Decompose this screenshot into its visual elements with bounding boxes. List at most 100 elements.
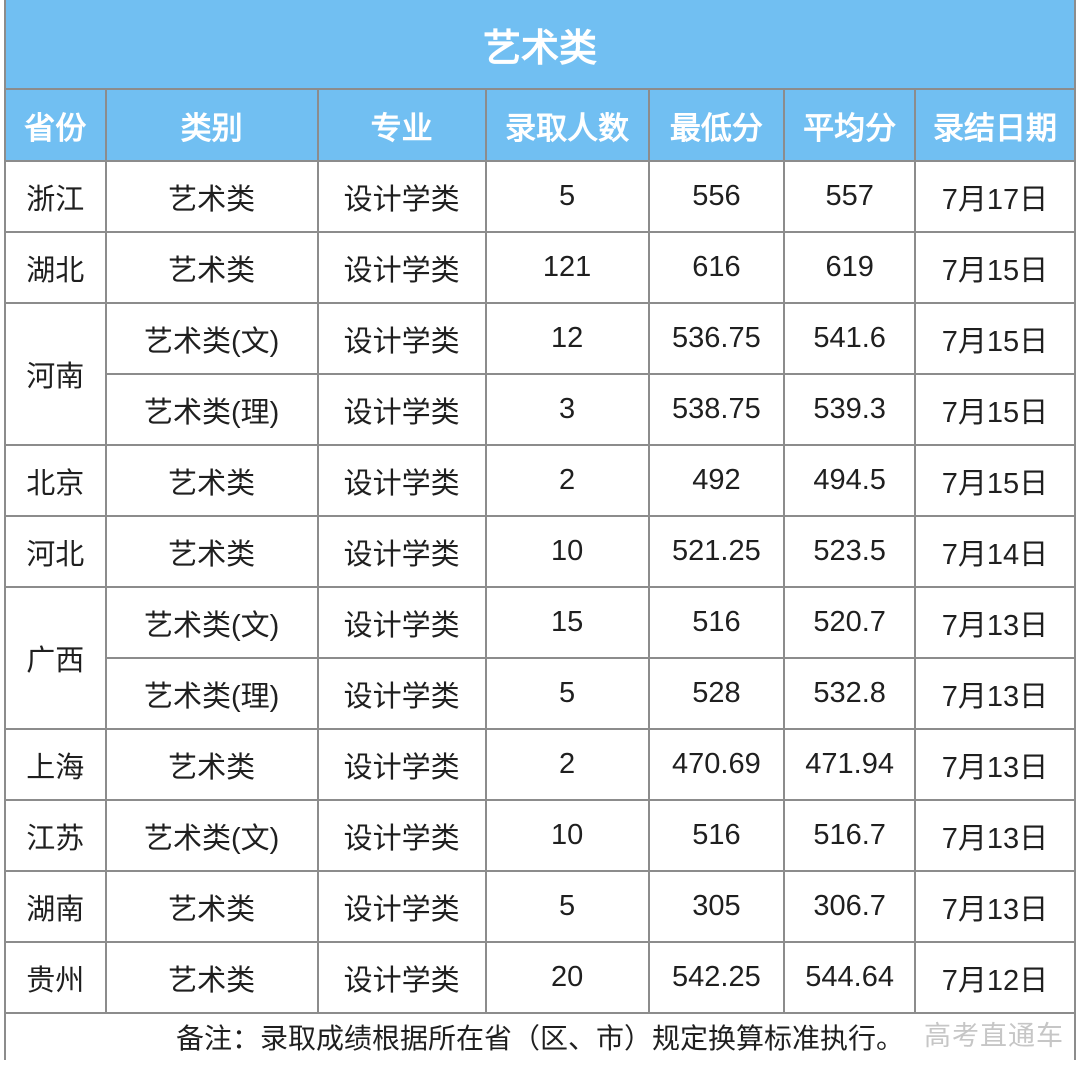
cell-category: 艺术类(文) bbox=[104, 799, 319, 872]
table-row: 北京 艺术类 设计学类 2 492 494.5 7月15日 bbox=[4, 444, 1076, 517]
cell-province: 北京 bbox=[4, 444, 107, 517]
cell-category: 艺术类 bbox=[104, 444, 319, 517]
cell-admitted: 121 bbox=[484, 231, 650, 304]
cell-min-score: 616 bbox=[647, 231, 786, 304]
cell-avg-score: 494.5 bbox=[783, 444, 916, 517]
cell-min-score: 305 bbox=[647, 870, 786, 943]
cell-admitted: 5 bbox=[484, 657, 650, 730]
cell-avg-score: 544.64 bbox=[783, 941, 916, 1014]
table-title: 艺术类 bbox=[4, 0, 1076, 90]
cell-admitted: 2 bbox=[484, 444, 650, 517]
cell-min-score: 538.75 bbox=[647, 373, 786, 446]
header-province: 省份 bbox=[4, 88, 107, 162]
cell-province: 河北 bbox=[4, 515, 107, 588]
cell-category: 艺术类 bbox=[104, 728, 319, 801]
cell-category: 艺术类 bbox=[104, 870, 319, 943]
cell-end-date: 7月13日 bbox=[914, 657, 1076, 730]
cell-province-merged: 广西 bbox=[4, 586, 107, 730]
cell-admitted: 10 bbox=[484, 799, 650, 872]
cell-min-score: 528 bbox=[647, 657, 786, 730]
cell-min-score: 492 bbox=[647, 444, 786, 517]
table-row: 艺术类(理) 设计学类 5 528 532.8 7月13日 bbox=[5, 657, 1076, 730]
cell-category: 艺术类 bbox=[104, 160, 319, 233]
cell-min-score: 556 bbox=[647, 160, 786, 233]
cell-admitted: 20 bbox=[484, 941, 650, 1014]
cell-major: 设计学类 bbox=[316, 231, 487, 304]
cell-category: 艺术类(文) bbox=[104, 302, 319, 375]
cell-province: 上海 bbox=[4, 728, 107, 801]
cell-min-score: 516 bbox=[647, 799, 786, 872]
cell-province: 江苏 bbox=[4, 799, 107, 872]
cell-avg-score: 619 bbox=[783, 231, 916, 304]
cell-major: 设计学类 bbox=[316, 444, 487, 517]
cell-major: 设计学类 bbox=[316, 870, 487, 943]
table-footnote: 备注：录取成绩根据所在省（区、市）规定换算标准执行。 bbox=[4, 1012, 1076, 1060]
cell-avg-score: 557 bbox=[783, 160, 916, 233]
cell-avg-score: 516.7 bbox=[783, 799, 916, 872]
cell-province: 湖南 bbox=[4, 870, 107, 943]
cell-min-score: 542.25 bbox=[647, 941, 786, 1014]
cell-major: 设计学类 bbox=[316, 728, 487, 801]
cell-end-date: 7月13日 bbox=[914, 728, 1076, 801]
cell-major: 设计学类 bbox=[316, 799, 487, 872]
cell-min-score: 470.69 bbox=[647, 728, 786, 801]
cell-min-score: 521.25 bbox=[647, 515, 786, 588]
table-row: 艺术类(理) 设计学类 3 538.75 539.3 7月15日 bbox=[5, 373, 1076, 446]
cell-major: 设计学类 bbox=[316, 515, 487, 588]
table-row: 河北 艺术类 设计学类 10 521.25 523.5 7月14日 bbox=[4, 515, 1076, 588]
header-end-date: 录结日期 bbox=[914, 88, 1076, 162]
watermark-text: 高考直通车 bbox=[924, 1021, 1064, 1051]
cell-end-date: 7月15日 bbox=[914, 231, 1076, 304]
header-major: 专业 bbox=[316, 88, 487, 162]
table-row: 江苏 艺术类(文) 设计学类 10 516 516.7 7月13日 bbox=[4, 799, 1076, 872]
cell-avg-score: 541.6 bbox=[783, 302, 916, 375]
cell-end-date: 7月14日 bbox=[914, 515, 1076, 588]
cell-category: 艺术类 bbox=[104, 941, 319, 1014]
cell-admitted: 2 bbox=[484, 728, 650, 801]
cell-major: 设计学类 bbox=[316, 160, 487, 233]
cell-end-date: 7月15日 bbox=[914, 373, 1076, 446]
cell-min-score: 516 bbox=[647, 586, 786, 659]
table-row: 贵州 艺术类 设计学类 20 542.25 544.64 7月12日 bbox=[4, 941, 1076, 1014]
cell-avg-score: 520.7 bbox=[783, 586, 916, 659]
cell-admitted: 5 bbox=[484, 160, 650, 233]
header-avg-score: 平均分 bbox=[783, 88, 916, 162]
cell-avg-score: 471.94 bbox=[783, 728, 916, 801]
cell-category: 艺术类(理) bbox=[104, 657, 319, 730]
cell-admitted: 10 bbox=[484, 515, 650, 588]
table-header-row: 省份 类别 专业 录取人数 最低分 平均分 录结日期 bbox=[4, 88, 1076, 162]
table-row: 河南 艺术类(文) 设计学类 12 536.75 541.6 7月15日 bbox=[4, 302, 1076, 446]
cell-major: 设计学类 bbox=[316, 586, 487, 659]
cell-avg-score: 306.7 bbox=[783, 870, 916, 943]
table-row: 湖北 艺术类 设计学类 121 616 619 7月15日 bbox=[4, 231, 1076, 304]
admission-score-table: 艺术类 省份 类别 专业 录取人数 最低分 平均分 录结日期 浙江 艺术类 设计… bbox=[4, 0, 1076, 1060]
cell-end-date: 7月12日 bbox=[914, 941, 1076, 1014]
cell-major: 设计学类 bbox=[316, 941, 487, 1014]
cell-admitted: 5 bbox=[484, 870, 650, 943]
cell-province-merged: 河南 bbox=[4, 302, 107, 446]
cell-major: 设计学类 bbox=[316, 657, 487, 730]
cell-min-score: 536.75 bbox=[647, 302, 786, 375]
cell-avg-score: 539.3 bbox=[783, 373, 916, 446]
cell-end-date: 7月15日 bbox=[914, 444, 1076, 517]
table-title-row: 艺术类 bbox=[4, 0, 1076, 90]
table-row: 湖南 艺术类 设计学类 5 305 306.7 7月13日 bbox=[4, 870, 1076, 943]
header-category: 类别 bbox=[104, 88, 319, 162]
table-row: 上海 艺术类 设计学类 2 470.69 471.94 7月13日 bbox=[4, 728, 1076, 801]
cell-end-date: 7月13日 bbox=[914, 799, 1076, 872]
cell-end-date: 7月13日 bbox=[914, 870, 1076, 943]
cell-avg-score: 532.8 bbox=[783, 657, 916, 730]
cell-end-date: 7月15日 bbox=[914, 302, 1076, 375]
cell-category: 艺术类(文) bbox=[104, 586, 319, 659]
cell-end-date: 7月13日 bbox=[914, 586, 1076, 659]
cell-province: 湖北 bbox=[4, 231, 107, 304]
table-row: 广西 艺术类(文) 设计学类 15 516 520.7 7月13日 bbox=[4, 586, 1076, 730]
cell-end-date: 7月17日 bbox=[914, 160, 1076, 233]
cell-avg-score: 523.5 bbox=[783, 515, 916, 588]
cell-category: 艺术类 bbox=[104, 231, 319, 304]
cell-major: 设计学类 bbox=[316, 373, 487, 446]
cell-province: 贵州 bbox=[4, 941, 107, 1014]
header-admitted: 录取人数 bbox=[484, 88, 650, 162]
table-note-row: 备注：录取成绩根据所在省（区、市）规定换算标准执行。 bbox=[4, 1012, 1076, 1060]
cell-admitted: 12 bbox=[484, 302, 650, 375]
